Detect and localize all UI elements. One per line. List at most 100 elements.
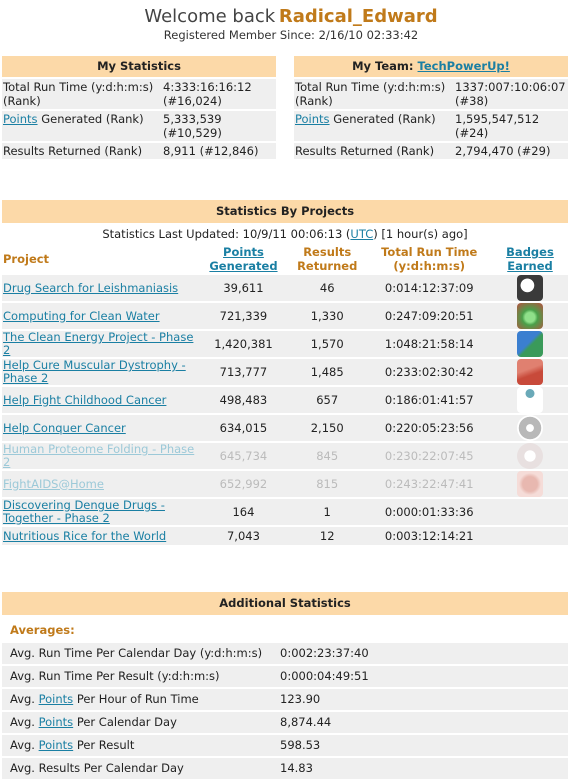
team-runtime-value: 1337:007:10:06:07 (#38) (455, 80, 566, 108)
col-points-line2[interactable]: Generated (209, 259, 278, 273)
my-points-value: 5,333,539 (#10,529) (163, 112, 222, 140)
points-cell: 498,483 (199, 385, 288, 414)
table-row: Drug Search for Leishmaniasis 39,611 46 … (2, 273, 568, 302)
avg-label-pre: Avg. (10, 715, 39, 729)
projects-section: Statistics By Projects Statistics Last U… (2, 200, 568, 545)
badge-cell (492, 301, 568, 330)
col-badges-line1[interactable]: Badges (506, 245, 554, 259)
points-cell: 39,611 (199, 273, 288, 302)
team-points-label: Points Generated (Rank) (294, 112, 455, 140)
avg-value: 14.83 (280, 761, 313, 775)
col-runtime-line1: Total Run Time (381, 245, 478, 259)
avg-label: Avg. Points Per Result (2, 735, 280, 756)
last-updated-suffix: ) [1 hour(s) ago] (373, 227, 468, 241)
runtime-cell: 0:186:01:41:57 (366, 385, 492, 414)
runtime-cell: 0:014:12:37:09 (366, 273, 492, 302)
avg-label: Avg. Points Per Calendar Day (2, 712, 280, 733)
avg-value: 598.53 (280, 738, 321, 752)
project-link[interactable]: Help Cure Muscular Dystrophy - Phase 2 (3, 358, 186, 385)
avg-value: 0:000:04:49:51 (280, 669, 369, 683)
badge-water-drop-icon (517, 303, 543, 329)
my-team-title: My Team: TechPowerUp! (294, 56, 568, 77)
points-cell: 7,043 (199, 525, 288, 545)
team-results-label: Results Returned (Rank) (295, 144, 435, 158)
project-name-cell: Computing for Clean Water (2, 301, 199, 330)
team-points-value: 1,595,547,512 (#24) (455, 112, 540, 140)
results-cell: 1,485 (287, 357, 367, 386)
additional-statistics-section: Additional Statistics Averages: Avg. Run… (2, 592, 568, 779)
results-cell: 657 (287, 385, 367, 414)
avg-points-link[interactable]: Points (38, 738, 74, 752)
results-cell: 1 (287, 497, 367, 526)
col-badges[interactable]: Badges Earned (492, 245, 568, 274)
avg-row: Avg. Points Per Calendar Day 8,874.44 (2, 710, 568, 733)
my-results-label: Results Returned (Rank) (3, 144, 143, 158)
badge-cell (492, 329, 568, 358)
avg-value: 8,874.44 (280, 715, 332, 729)
avg-points-link[interactable]: Points (38, 692, 74, 706)
table-row: Help Conquer Cancer 634,015 2,150 0:220:… (2, 413, 568, 442)
avg-value: 123.90 (280, 692, 321, 706)
points-help-link[interactable]: Points (3, 112, 38, 126)
table-row: The Clean Energy Project - Phase 2 1,420… (2, 329, 568, 358)
runtime-cell: 0:220:05:23:56 (366, 413, 492, 442)
project-link[interactable]: Help Conquer Cancer (3, 420, 126, 435)
avg-row: Avg. Run Time Per Result (y:d:h:m:s) 0:0… (2, 664, 568, 687)
team-results-row: Results Returned (Rank) 2,794,470 (#29) (294, 141, 568, 159)
project-name-cell: The Clean Energy Project - Phase 2 (2, 329, 199, 358)
runtime-cell: 0:243:22:47:41 (366, 469, 492, 498)
avg-label-post: Per Calendar Day (73, 715, 177, 729)
project-link[interactable]: Nutritious Rice for the World (3, 528, 167, 543)
results-cell: 845 (287, 441, 367, 470)
results-cell: 2,150 (287, 413, 367, 442)
avg-label-post: Per Result (73, 738, 135, 752)
points-cell: 645,734 (199, 441, 288, 470)
my-team-panel: My Team: TechPowerUp! Total Run Time (y:… (294, 56, 568, 159)
results-cell: 12 (287, 525, 367, 545)
badge-cell (492, 385, 568, 414)
avg-row: Avg. Points Per Result 598.53 (2, 733, 568, 756)
col-points[interactable]: Points Generated (199, 245, 288, 274)
project-link[interactable]: Discovering Dengue Drugs - Together - Ph… (3, 498, 165, 525)
col-badges-line2[interactable]: Earned (507, 259, 553, 273)
project-link[interactable]: Drug Search for Leishmaniasis (3, 280, 179, 295)
avg-points-link[interactable]: Points (38, 715, 74, 729)
utc-link[interactable]: UTC (350, 227, 374, 241)
project-link[interactable]: The Clean Energy Project - Phase 2 (3, 330, 194, 357)
my-results-row: Results Returned (Rank) 8,911 (#12,846) (2, 141, 276, 159)
project-link[interactable]: FightAIDS@Home (3, 476, 104, 491)
project-name-cell: Drug Search for Leishmaniasis (2, 273, 199, 302)
col-points-line1[interactable]: Points (223, 245, 264, 259)
my-statistics-title: My Statistics (2, 56, 276, 77)
additional-statistics-title: Additional Statistics (2, 592, 568, 615)
badge-cell (492, 497, 568, 526)
project-link[interactable]: Help Fight Childhood Cancer (3, 392, 167, 407)
table-row: Help Fight Childhood Cancer 498,483 657 … (2, 385, 568, 414)
my-results-value: 8,911 (#12,846) (163, 144, 259, 158)
col-results-line2: Returned (297, 259, 358, 273)
col-results-line1: Results (303, 245, 352, 259)
table-row: Human Proteome Folding - Phase 2 645,734… (2, 441, 568, 470)
col-results: Results Returned (288, 245, 367, 274)
team-name-link[interactable]: TechPowerUp! (417, 59, 510, 73)
col-project: Project (3, 252, 50, 266)
points-cell: 721,339 (199, 301, 288, 330)
avg-label-pre: Avg. (10, 692, 39, 706)
team-points-help-link[interactable]: Points (295, 112, 330, 126)
summary-panels: My Statistics Total Run Time (y:d:h:m:s)… (2, 56, 568, 159)
runtime-cell: 0:247:09:20:51 (366, 301, 492, 330)
project-link[interactable]: Human Proteome Folding - Phase 2 (3, 442, 195, 469)
badge-aids-ribbon-icon (517, 471, 543, 497)
runtime-cell: 0:230:22:07:45 (366, 441, 492, 470)
badge-cell (492, 441, 568, 470)
runtime-cell: 0:233:02:30:42 (366, 357, 492, 386)
my-runtime-label: Total Run Time (y:d:h:m:s) (Rank) (3, 80, 154, 108)
badge-cell-cluster-icon (517, 415, 543, 441)
badge-muscle-icon (517, 359, 543, 385)
badge-child-figure-icon (517, 387, 543, 413)
project-link[interactable]: Computing for Clean Water (3, 308, 160, 323)
my-runtime-row: Total Run Time (y:d:h:m:s) (Rank) 4:333:… (2, 77, 276, 109)
points-cell: 652,992 (199, 469, 288, 498)
badge-butterfly-icon (517, 331, 543, 357)
avg-label-pre: Avg. (10, 738, 39, 752)
